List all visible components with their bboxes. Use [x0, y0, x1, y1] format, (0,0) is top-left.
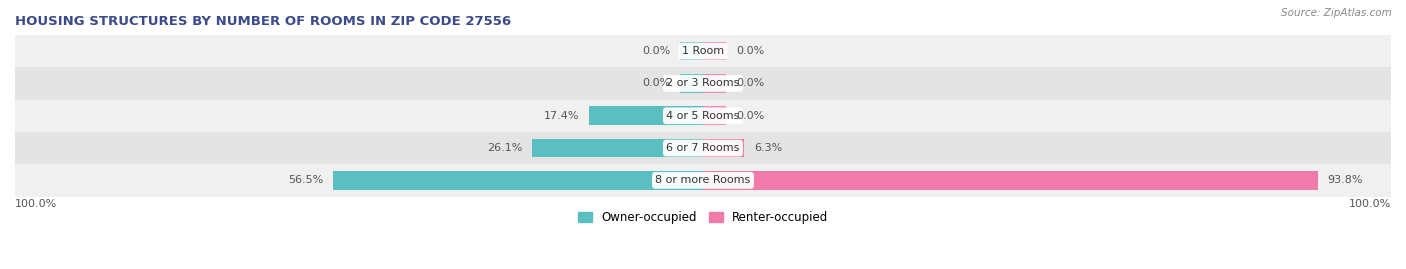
Text: 1 Room: 1 Room [682, 46, 724, 56]
Bar [15, 35, 1391, 67]
Bar [703, 106, 725, 125]
Text: 6 or 7 Rooms: 6 or 7 Rooms [666, 143, 740, 153]
Text: 93.8%: 93.8% [1327, 175, 1362, 185]
Text: 100.0%: 100.0% [15, 199, 58, 208]
Bar [681, 74, 703, 93]
Text: 0.0%: 0.0% [735, 79, 763, 89]
Bar [703, 139, 744, 157]
Legend: Owner-occupied, Renter-occupied: Owner-occupied, Renter-occupied [572, 206, 834, 229]
Text: 0.0%: 0.0% [735, 111, 763, 121]
Text: Source: ZipAtlas.com: Source: ZipAtlas.com [1281, 8, 1392, 18]
Text: 56.5%: 56.5% [288, 175, 323, 185]
Bar [15, 132, 1391, 164]
Text: 4 or 5 Rooms: 4 or 5 Rooms [666, 111, 740, 121]
Text: 100.0%: 100.0% [1348, 199, 1391, 208]
Text: 8 or more Rooms: 8 or more Rooms [655, 175, 751, 185]
Bar [589, 106, 703, 125]
Bar [15, 67, 1391, 100]
Text: 17.4%: 17.4% [544, 111, 579, 121]
Bar [703, 171, 1317, 190]
Text: 0.0%: 0.0% [643, 79, 671, 89]
Bar [703, 74, 725, 93]
Bar [681, 42, 703, 61]
Bar [703, 42, 725, 61]
Text: 26.1%: 26.1% [486, 143, 522, 153]
Bar [531, 139, 703, 157]
Bar [15, 100, 1391, 132]
Text: HOUSING STRUCTURES BY NUMBER OF ROOMS IN ZIP CODE 27556: HOUSING STRUCTURES BY NUMBER OF ROOMS IN… [15, 15, 512, 28]
Text: 0.0%: 0.0% [735, 46, 763, 56]
Text: 6.3%: 6.3% [754, 143, 782, 153]
Bar [333, 171, 703, 190]
Text: 2 or 3 Rooms: 2 or 3 Rooms [666, 79, 740, 89]
Text: 0.0%: 0.0% [643, 46, 671, 56]
Bar [15, 164, 1391, 197]
